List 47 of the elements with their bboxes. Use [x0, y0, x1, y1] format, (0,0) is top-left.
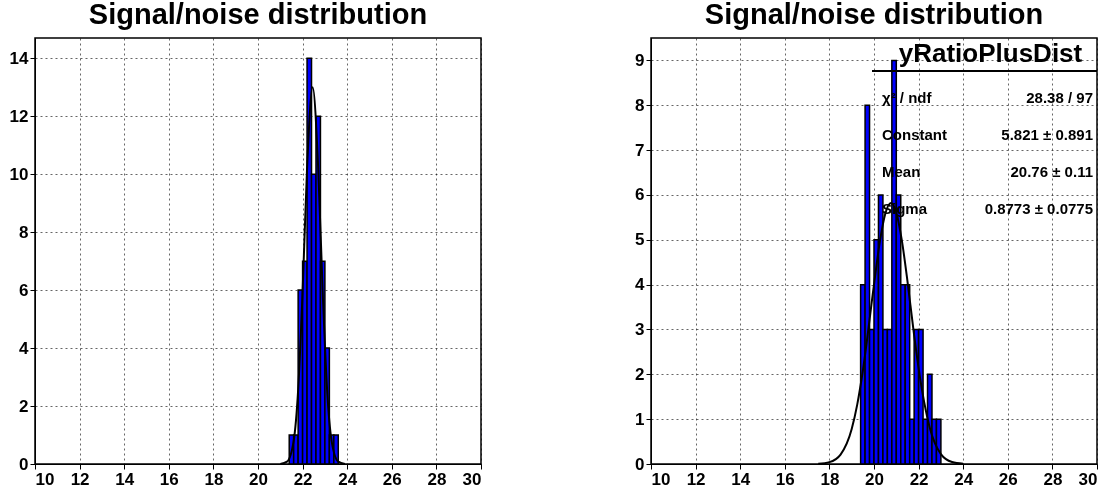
chart-title: Signal/noise distribution [704, 0, 1044, 30]
y-tick-label: 7 [635, 140, 645, 160]
annotation: 0.8773 ± 0.0775 [984, 200, 1093, 217]
x-tick-label: 28 [1043, 469, 1063, 489]
x-tick-label: 24 [954, 469, 974, 489]
x-tick-label: 20 [249, 469, 268, 489]
y-tick-label: 2 [19, 396, 29, 416]
y-tick-label: 8 [19, 222, 29, 242]
y-tick-label: 14 [9, 48, 30, 68]
x-tick-label: 10 [35, 469, 55, 489]
annotation: 20.76 ± 0.11 [1010, 163, 1093, 180]
x-tick-label: 22 [909, 469, 929, 489]
annotation: yRatioPlusDist [898, 38, 1083, 68]
x-tick-label: 14 [731, 469, 751, 489]
y-tick-label: 9 [635, 50, 645, 70]
y-tick-label: 5 [635, 230, 645, 250]
x-tick-label: 10 [651, 469, 671, 489]
y-tick-label: 4 [19, 338, 30, 358]
annotation: 5.821 ± 0.891 [1001, 126, 1093, 143]
chart-title: Signal/noise distribution [88, 0, 428, 30]
y-tick-label: 0 [19, 454, 29, 474]
y-tick-label: 6 [19, 280, 29, 300]
y-tick-label: 3 [635, 319, 645, 339]
x-tick-label: 12 [70, 469, 90, 489]
x-tick-label: 18 [204, 469, 224, 489]
y-tick-label: 10 [9, 164, 29, 184]
x-tick-label: 24 [338, 469, 358, 489]
y-tick-label: 2 [635, 364, 645, 384]
x-tick-label: 12 [686, 469, 706, 489]
y-tick-label: 0 [635, 454, 645, 474]
y-tick-label: 12 [9, 106, 29, 126]
y-tick-label: 1 [635, 409, 645, 429]
x-tick-label: 14 [115, 469, 135, 489]
x-tick-label: 16 [775, 469, 795, 489]
y-tick-label: 6 [635, 185, 645, 205]
x-tick-label: 18 [820, 469, 840, 489]
annotation: 28.38 / 97 [1026, 89, 1093, 106]
x-tick-label: 22 [293, 469, 313, 489]
x-tick-label: 28 [427, 469, 447, 489]
x-tick-label: 30 [462, 469, 482, 489]
y-tick-label: 8 [635, 95, 645, 115]
x-tick-label: 26 [382, 469, 402, 489]
x-tick-label: 30 [1078, 469, 1098, 489]
x-tick-label: 20 [865, 469, 884, 489]
y-tick-label: 4 [635, 275, 646, 295]
x-tick-label: 16 [159, 469, 179, 489]
x-tick-label: 26 [998, 469, 1018, 489]
